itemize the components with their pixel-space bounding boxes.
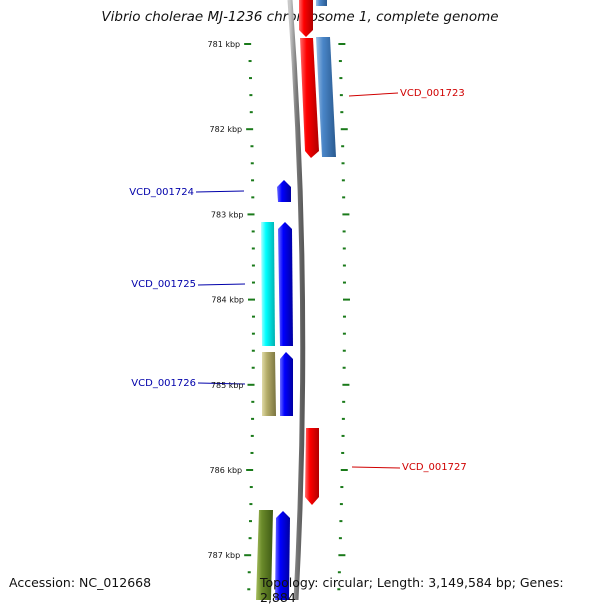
ruler-label: 783 kbp <box>211 210 244 219</box>
accession-text: Accession: NC_012668 <box>9 575 152 590</box>
ruler-label: 787 kbp <box>208 551 241 560</box>
ruler-label: 785 kbp <box>211 381 244 390</box>
chromosome-backbone <box>287 0 306 600</box>
leader-VCD_001725 <box>197 283 246 286</box>
ruler-ticks-right <box>337 43 350 591</box>
gene-khaki-block[interactable] <box>262 352 276 416</box>
gene-label-VCD_001723[interactable]: VCD_001723 <box>400 88 465 99</box>
ruler-label: 786 kbp <box>210 466 243 475</box>
gene-labels: VCD_001723 VCD_001724 VCD_001725 VCD_001… <box>129 88 466 473</box>
ruler-labels: 781 kbp 782 kbp 783 kbp 784 kbp 785 kbp 786 k… <box>208 40 244 560</box>
gene-blue-bottom[interactable] <box>275 511 290 600</box>
gene-label-leaders <box>195 92 401 469</box>
gene-olive-block[interactable] <box>256 510 273 600</box>
gene-VCD_001724[interactable] <box>277 180 291 202</box>
gene-top-steelblue[interactable] <box>316 0 327 6</box>
gene-cyan-block[interactable] <box>261 222 275 346</box>
gene-VCD_001726[interactable] <box>280 352 293 416</box>
gene-label-VCD_001724[interactable]: VCD_001724 <box>129 187 194 198</box>
leader-VCD_001727 <box>351 466 401 469</box>
leader-VCD_001723 <box>348 92 399 97</box>
ruler-ticks-left <box>244 43 255 591</box>
gene-label-VCD_001727[interactable]: VCD_001727 <box>402 462 467 473</box>
ruler-label: 784 kbp <box>211 296 244 305</box>
gene-VCD_001727[interactable] <box>305 428 319 505</box>
genome-summary-text: Topology: circular; Length: 3,149,584 bp… <box>260 575 564 605</box>
gene-steelblue-block[interactable] <box>316 37 336 157</box>
leader-VCD_001726 <box>197 382 246 385</box>
ruler-label: 781 kbp <box>208 40 241 49</box>
gene-label-VCD_001725[interactable]: VCD_001725 <box>131 279 196 290</box>
ruler-label: 782 kbp <box>210 125 243 134</box>
gene-label-VCD_001726[interactable]: VCD_001726 <box>131 378 196 389</box>
gene-features <box>256 0 336 600</box>
gene-top-red[interactable] <box>299 0 313 37</box>
leader-VCD_001724 <box>195 190 245 193</box>
gene-VCD_001725[interactable] <box>278 222 293 346</box>
gene-red-block-1[interactable] <box>300 38 319 158</box>
